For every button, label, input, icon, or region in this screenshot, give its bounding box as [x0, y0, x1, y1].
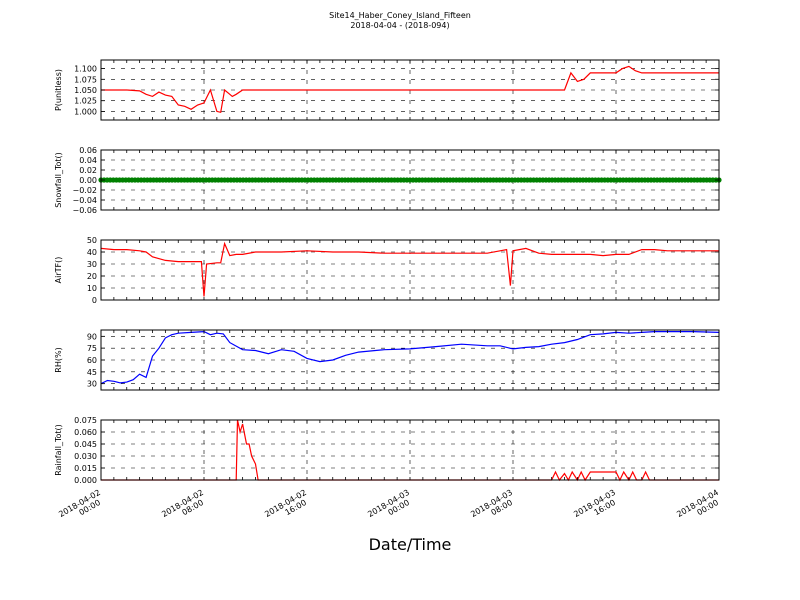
- subplot-4: 30 45 60 75 90 RH(%): [54, 329, 720, 391]
- y-tick-label: 75: [87, 344, 97, 353]
- y-tick-label: −0.06: [72, 206, 97, 215]
- y-tick-label: 50: [87, 236, 97, 245]
- y-tick-label: 30: [87, 380, 97, 389]
- y-tick-label: 1.050: [74, 86, 97, 95]
- subplot-5: 0.000 0.015 0.030 0.045 0.060 0.075 Rainfall_T…: [54, 416, 720, 485]
- y-tick-label: 0.04: [79, 156, 97, 165]
- y-tick-label: 20: [87, 272, 97, 281]
- y-tick-label: 30: [87, 260, 97, 269]
- x-axis-label: Date/Time: [369, 535, 452, 554]
- y-tick-label: −0.04: [72, 196, 97, 205]
- series-line: [101, 419, 719, 482]
- y-tick-label: 0.06: [79, 146, 97, 155]
- y-axis-label: Rainfall_Tot(): [54, 424, 63, 476]
- y-axis-label: RH(%): [54, 347, 63, 372]
- subplot-2: 0.060.040.020.00−0.02−0.04−0.06 Snowfall_…: [54, 146, 722, 215]
- chart-subtitle: 2018-04-04 - (2018-094): [350, 21, 449, 30]
- y-tick-label: 1.075: [74, 75, 97, 84]
- chart-title: Site14_Haber_Coney_Island_Fifteen: [329, 11, 471, 20]
- y-axis-label: P(unitless): [54, 69, 63, 111]
- y-tick-label: 0.030: [74, 452, 97, 461]
- y-tick-label: 0.060: [74, 428, 97, 437]
- subplot-3: 0 10 20 30 40 50 AirTF(): [54, 236, 720, 305]
- y-tick-label: 60: [87, 356, 97, 365]
- y-tick-label: 0.00: [79, 176, 97, 185]
- y-tick-label: 0.015: [74, 464, 97, 473]
- y-tick-label: 0.075: [74, 416, 97, 425]
- y-tick-label: 0.000: [74, 476, 97, 485]
- y-tick-label: 0.045: [74, 440, 97, 449]
- y-tick-label: 1.100: [74, 65, 97, 74]
- y-tick-label: −0.02: [72, 186, 97, 195]
- y-tick-label: 1.025: [74, 97, 97, 106]
- y-tick-label: 0: [92, 296, 97, 305]
- y-axis-label: Snowfall_Tot(): [54, 152, 63, 208]
- series-line: [100, 330, 720, 385]
- y-tick-label: 0.02: [79, 166, 97, 175]
- y-axis-label: AirTF(): [54, 257, 63, 284]
- y-tick-label: 90: [87, 332, 97, 341]
- series-line: [100, 241, 719, 297]
- y-tick-label: 45: [87, 368, 97, 377]
- series-line: [101, 65, 719, 114]
- y-tick-label: 1.000: [74, 107, 97, 116]
- y-tick-label: 40: [87, 248, 97, 257]
- y-tick-label: 10: [87, 284, 97, 293]
